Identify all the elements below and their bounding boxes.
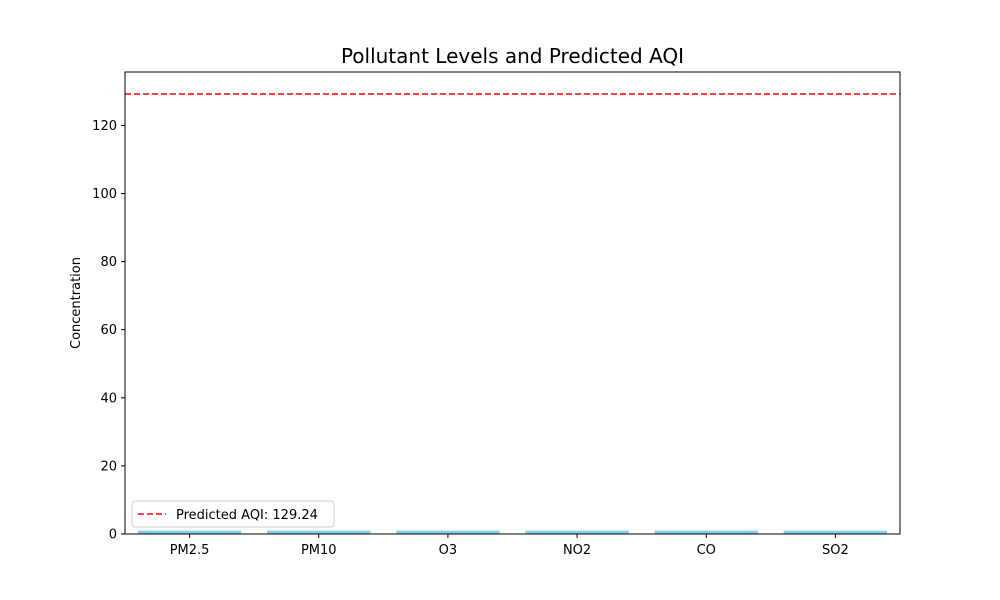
x-tick-label: SO2 <box>822 543 849 558</box>
bar-pm25 <box>137 530 242 534</box>
y-tick-label: 40 <box>100 391 117 406</box>
y-tick-label: 80 <box>100 255 117 270</box>
plot-area: 0 20 40 60 80 100 120 PM2.5 PM10 O3 NO2 CO SO2 <box>92 93 900 558</box>
y-tick-label: 60 <box>100 323 117 338</box>
x-tick-label: CO <box>697 543 716 558</box>
x-tick-label: PM10 <box>301 543 337 558</box>
bar-no2 <box>525 530 629 534</box>
x-tick-label: O3 <box>439 543 458 558</box>
bar-o3 <box>396 530 500 534</box>
y-tick-label: 100 <box>92 187 117 202</box>
bar-pm10 <box>267 530 371 534</box>
y-tick-label: 120 <box>92 119 117 134</box>
bar-co <box>654 530 758 534</box>
bar-so2 <box>783 530 888 534</box>
legend-label: Predicted AQI: 129.24 <box>176 508 318 523</box>
y-tick-label: 0 <box>109 528 117 543</box>
x-tick-label: PM2.5 <box>170 543 210 558</box>
legend-box <box>131 500 335 528</box>
chart-title: Pollutant Levels and Predicted AQI <box>341 44 684 68</box>
plot-frame <box>124 71 901 535</box>
y-tick-label: 20 <box>100 459 117 474</box>
x-tick-label: NO2 <box>563 543 591 558</box>
y-axis-label: Concentration <box>69 257 84 349</box>
legend: Predicted AQI: 129.24 <box>131 500 335 528</box>
